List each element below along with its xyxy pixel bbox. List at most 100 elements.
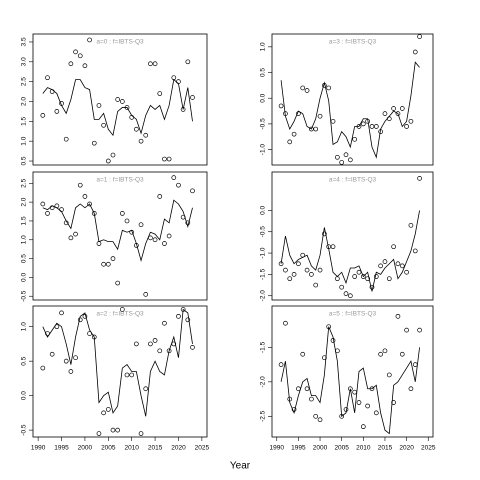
data-point (365, 403, 370, 409)
panel-title: a=2 : f=IBTS-Q3 (96, 311, 144, 318)
y-tick-label: -0.5 (260, 118, 267, 130)
data-point (347, 157, 353, 163)
data-point (138, 431, 144, 436)
data-point (110, 152, 116, 158)
data-point (330, 118, 336, 124)
data-point (143, 292, 149, 297)
data-point (360, 274, 366, 279)
data-point (138, 222, 144, 228)
data-point (105, 407, 111, 412)
x-tick-label: 2015 (148, 445, 163, 452)
data-point (404, 269, 409, 275)
data-point (152, 237, 158, 243)
data-point (404, 124, 409, 129)
y-tick-label: 0.0 (260, 93, 267, 102)
panel-frame (32, 33, 208, 166)
data-point (408, 222, 414, 228)
panel-title: a=4 : f=IBTS-Q3 (329, 177, 377, 184)
data-point (373, 274, 379, 279)
data-point (313, 413, 319, 419)
data-point (287, 276, 293, 282)
data-point (190, 188, 195, 194)
data-point (115, 427, 121, 433)
data-point (148, 341, 153, 347)
data-point (82, 63, 88, 69)
x-tick-label: 2020 (171, 445, 186, 452)
panel-title: a=5 : f=IBTS-Q3 (329, 311, 377, 318)
data-point (166, 233, 172, 239)
fit-line (280, 326, 420, 435)
data-point (412, 248, 418, 254)
y-tick-label: 2.0 (21, 97, 28, 106)
data-point (77, 53, 83, 59)
panel-title: a=0 : f=IBTS-Q3 (96, 39, 144, 46)
data-point (386, 372, 392, 378)
data-point (343, 291, 349, 296)
data-point (382, 348, 388, 354)
data-point (68, 369, 74, 374)
x-tick-label: 2010 (356, 445, 371, 452)
x-tick-label: 2025 (195, 445, 210, 452)
data-point (283, 267, 288, 273)
data-point (399, 263, 405, 269)
data-point (317, 267, 323, 273)
x-tick-label: 2025 (421, 445, 436, 452)
y-tick-label: 1.0 (21, 136, 28, 145)
data-point (412, 362, 418, 367)
data-point (278, 103, 284, 109)
data-point (395, 261, 401, 267)
data-point (96, 103, 102, 108)
data-point (391, 400, 396, 405)
y-tick-label: -0.5 (21, 424, 28, 436)
data-point (77, 182, 83, 188)
y-tick-label: 2.5 (21, 77, 28, 86)
data-point (382, 111, 388, 116)
data-point (134, 341, 139, 347)
data-point (59, 310, 64, 316)
panel-frame (271, 33, 434, 166)
y-tick-label: -2.0 (260, 376, 267, 388)
data-point (82, 194, 88, 199)
data-point (87, 37, 92, 43)
data-point (68, 235, 74, 241)
data-point (417, 176, 422, 181)
data-point (124, 218, 130, 224)
y-tick-label: 1.5 (21, 216, 28, 225)
data-point (373, 124, 379, 129)
y-tick-label: 1.0 (21, 235, 28, 244)
data-point (408, 118, 414, 124)
data-point (360, 424, 366, 430)
data-point (378, 351, 383, 357)
data-point (185, 220, 191, 226)
y-tick-label: -0.5 (21, 290, 28, 302)
data-point (322, 355, 327, 361)
data-point (313, 126, 319, 132)
y-tick-label: -1.0 (260, 247, 267, 259)
panel-title: a=3 : f=IBTS-Q3 (329, 39, 377, 46)
data-point (143, 132, 149, 138)
data-point (101, 410, 106, 416)
fit-line (42, 199, 193, 262)
data-point (317, 113, 323, 119)
data-point (378, 263, 383, 269)
data-point (152, 61, 158, 67)
x-axis-label: Year (230, 461, 251, 472)
data-point (304, 386, 310, 392)
data-point (63, 358, 69, 364)
panel-frame (271, 171, 434, 301)
data-point (352, 274, 358, 279)
data-point (283, 320, 288, 326)
data-point (119, 99, 125, 104)
data-point (309, 272, 314, 277)
x-tick-label: 1990 (270, 445, 285, 452)
data-point (148, 61, 153, 67)
data-point (352, 389, 358, 395)
data-point (115, 97, 121, 102)
y-tick-label: 3.5 (21, 37, 28, 46)
y-tick-label: -1.0 (260, 144, 267, 156)
data-point (412, 49, 418, 55)
y-tick-label: 0.5 (21, 356, 28, 365)
data-point (138, 138, 144, 144)
fit-line (280, 61, 420, 159)
